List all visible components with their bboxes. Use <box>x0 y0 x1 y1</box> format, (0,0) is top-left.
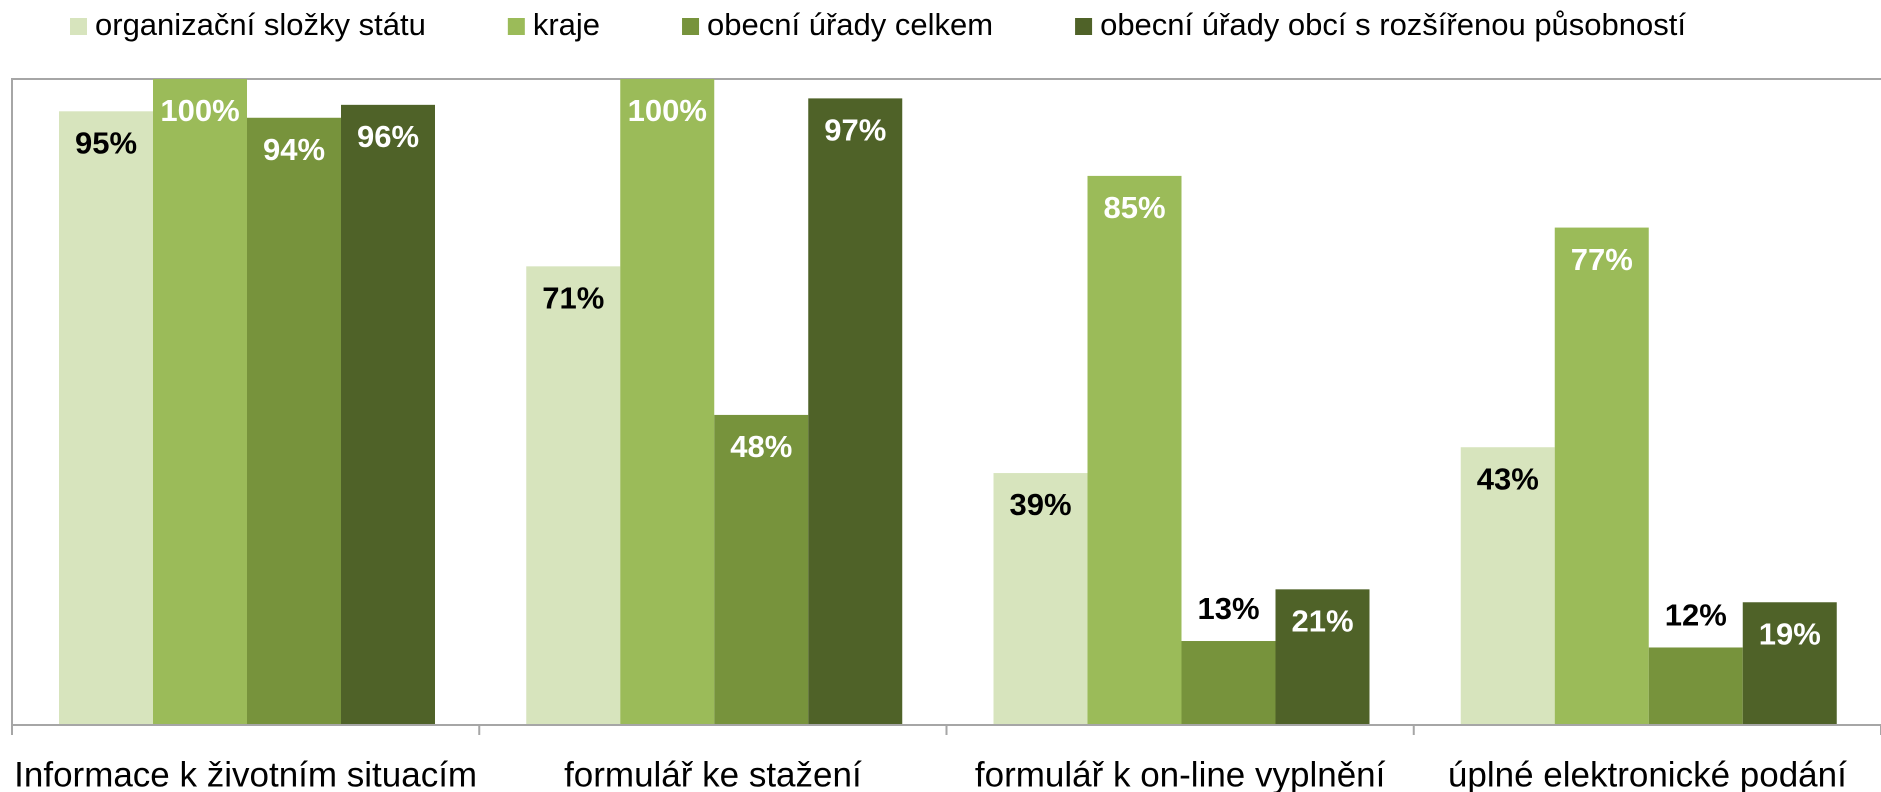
x-tick-label: formulář ke stažení <box>564 755 862 792</box>
legend-label: obecní úřady obcí s rozšířenou působnost… <box>1100 7 1686 42</box>
data-label: 100% <box>160 93 239 128</box>
bar <box>620 79 715 725</box>
legend-swatch <box>1075 18 1093 35</box>
bar <box>714 414 809 725</box>
data-label: 96% <box>357 119 419 154</box>
data-label: 43% <box>1477 461 1539 496</box>
bar <box>153 79 247 725</box>
data-label: 97% <box>824 113 886 148</box>
legend-swatch <box>507 18 525 35</box>
data-label: 21% <box>1291 604 1353 639</box>
bar <box>341 104 435 726</box>
bar <box>247 117 341 725</box>
data-label: 19% <box>1759 616 1821 651</box>
legend-label: obecní úřady celkem <box>707 7 993 42</box>
x-tick-label: Informace k životním situacím <box>14 755 477 792</box>
bar <box>1460 447 1555 725</box>
data-label: 39% <box>1009 487 1071 522</box>
legend-label: kraje <box>533 7 600 42</box>
bar <box>1087 175 1182 725</box>
bar <box>526 266 621 725</box>
bar <box>1181 641 1276 725</box>
data-label: 48% <box>730 429 792 464</box>
bar <box>1742 602 1837 725</box>
data-label: 94% <box>263 132 325 167</box>
data-label: 95% <box>75 125 137 160</box>
legend-label: organizační složky státu <box>95 7 426 42</box>
bar <box>59 111 153 726</box>
legend-swatch <box>682 18 700 35</box>
data-label: 100% <box>628 93 707 128</box>
bar <box>993 473 1088 725</box>
data-label: 71% <box>542 281 604 316</box>
bar <box>1275 589 1370 725</box>
x-tick-label: úplné elektronické podání <box>1448 755 1847 792</box>
bar <box>808 98 903 725</box>
bar <box>1554 227 1649 725</box>
x-tick-label: formulář k on-line vyplnění <box>975 755 1386 792</box>
data-label: 77% <box>1571 242 1633 277</box>
plot-frame <box>11 78 1881 725</box>
legend-swatch <box>70 18 87 35</box>
data-label: 85% <box>1103 190 1165 225</box>
bar <box>1648 647 1743 725</box>
data-label: 12% <box>1665 598 1727 633</box>
data-label: 13% <box>1197 591 1259 626</box>
